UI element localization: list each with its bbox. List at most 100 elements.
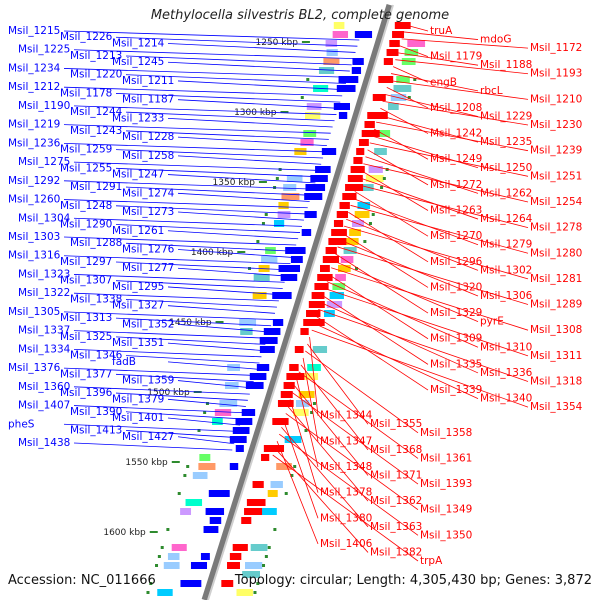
forward-gene-label[interactable]: Msil_1427 bbox=[122, 431, 174, 443]
forward-gene-label[interactable]: Msil_1438 bbox=[18, 437, 70, 449]
forward-gene-label[interactable]: Msil_1352 bbox=[122, 318, 174, 330]
forward-gene-label[interactable]: Msil_1401 bbox=[112, 412, 164, 424]
reverse-gene-label[interactable]: Msil_1262 bbox=[480, 187, 532, 199]
reverse-gene-label[interactable]: Msil_1355 bbox=[370, 418, 422, 430]
forward-gene-label[interactable]: Msil_1234 bbox=[8, 62, 61, 74]
reverse-gene-label[interactable]: Msil_1188 bbox=[480, 59, 532, 71]
reverse-gene-label[interactable]: Msil_1208 bbox=[430, 102, 482, 114]
reverse-gene-label[interactable]: Msil_1349 bbox=[420, 504, 472, 516]
reverse-gene-label[interactable]: Msil_1193 bbox=[530, 68, 582, 80]
reverse-gene-label[interactable]: Msil_1393 bbox=[420, 478, 472, 490]
forward-gene-label[interactable]: Msil_1303 bbox=[8, 231, 60, 243]
forward-gene-label[interactable]: Msil_1244 bbox=[70, 106, 123, 118]
reverse-gene-label[interactable]: Msil_1371 bbox=[370, 470, 422, 482]
forward-gene-label[interactable]: Msil_1226 bbox=[60, 31, 113, 43]
forward-gene-label[interactable]: Msil_1323 bbox=[18, 268, 70, 280]
forward-gene-label[interactable]: Msil_1213 bbox=[70, 50, 122, 62]
forward-gene-label[interactable]: Msil_1407 bbox=[18, 400, 70, 412]
forward-gene-label[interactable]: Msil_1396 bbox=[60, 387, 113, 399]
reverse-gene-label[interactable]: Msil_1380 bbox=[320, 512, 372, 524]
forward-gene-label[interactable]: Msil_1228 bbox=[122, 131, 174, 143]
forward-gene-label[interactable]: Msil_1307 bbox=[60, 275, 112, 287]
reverse-gene-label[interactable]: Msil_1279 bbox=[480, 239, 532, 251]
reverse-gene-label[interactable]: Msil_1311 bbox=[530, 350, 582, 362]
forward-gene-label[interactable]: Msil_1316 bbox=[8, 250, 61, 262]
reverse-gene-label[interactable]: Msil_1354 bbox=[530, 401, 583, 413]
reverse-gene-label[interactable]: Msil_1339 bbox=[430, 384, 482, 396]
forward-gene-label[interactable]: Msil_1276 bbox=[122, 243, 175, 255]
forward-gene-label[interactable]: Msil_1275 bbox=[18, 156, 70, 168]
reverse-gene-label[interactable]: Msil_1263 bbox=[430, 205, 482, 217]
reverse-gene-label[interactable]: Msil_1251 bbox=[530, 170, 582, 182]
forward-gene-label[interactable]: Msil_1292 bbox=[8, 175, 60, 187]
reverse-gene-label[interactable]: Msil_1368 bbox=[370, 444, 422, 456]
forward-gene-label[interactable]: Msil_1258 bbox=[122, 150, 174, 162]
forward-gene-label[interactable]: Msil_1225 bbox=[18, 44, 70, 56]
reverse-gene-label[interactable]: rbcL bbox=[480, 85, 503, 97]
reverse-gene-label[interactable]: Msil_1235 bbox=[480, 136, 532, 148]
reverse-gene-label[interactable]: Msil_1302 bbox=[480, 264, 532, 276]
reverse-gene-label[interactable]: Msil_1335 bbox=[430, 358, 482, 370]
forward-gene-label[interactable]: Msil_1214 bbox=[112, 37, 165, 49]
forward-gene-label[interactable]: Msil_1259 bbox=[60, 144, 112, 156]
forward-gene-label[interactable]: Msil_1413 bbox=[70, 425, 122, 437]
forward-gene-label[interactable]: Msil_1187 bbox=[122, 94, 174, 106]
reverse-gene-label[interactable]: Msil_1264 bbox=[480, 213, 533, 225]
reverse-gene-label[interactable]: Msil_1309 bbox=[430, 333, 482, 345]
reverse-gene-label[interactable]: Msil_1358 bbox=[420, 427, 472, 439]
forward-gene-label[interactable]: Msil_1327 bbox=[112, 300, 164, 312]
forward-gene-label[interactable]: Msil_1305 bbox=[8, 306, 60, 318]
reverse-gene-label[interactable]: Msil_1281 bbox=[530, 273, 582, 285]
reverse-gene-label[interactable]: trpA bbox=[420, 555, 443, 567]
reverse-gene-label[interactable]: Msil_1318 bbox=[530, 375, 582, 387]
forward-gene-label[interactable]: Msil_1346 bbox=[70, 350, 123, 362]
forward-gene-label[interactable]: Msil_1304 bbox=[18, 212, 71, 224]
forward-gene-label[interactable]: Msil_1337 bbox=[18, 325, 70, 337]
forward-gene-label[interactable]: Msil_1260 bbox=[8, 194, 60, 206]
reverse-gene-label[interactable]: Msil_1229 bbox=[480, 110, 532, 122]
reverse-gene-label[interactable]: Msil_1254 bbox=[530, 196, 583, 208]
reverse-gene-label[interactable]: Msil_1249 bbox=[430, 153, 482, 165]
reverse-gene-label[interactable]: Msil_1250 bbox=[480, 162, 532, 174]
forward-gene-label[interactable]: Msil_1377 bbox=[60, 368, 112, 380]
forward-gene-label[interactable]: Msil_1376 bbox=[8, 362, 61, 374]
forward-gene-label[interactable]: Msil_1390 bbox=[70, 406, 122, 418]
reverse-gene-label[interactable]: Msil_1172 bbox=[530, 42, 582, 54]
forward-gene-label[interactable]: Msil_1190 bbox=[18, 100, 70, 112]
forward-gene-label[interactable]: Msil_1248 bbox=[60, 200, 112, 212]
reverse-gene-label[interactable]: Msil_1348 bbox=[320, 461, 372, 473]
forward-gene-label[interactable]: Msil_1211 bbox=[122, 75, 174, 87]
reverse-gene-label[interactable]: Msil_1310 bbox=[480, 341, 532, 353]
reverse-gene-label[interactable]: Msil_1363 bbox=[370, 521, 422, 533]
forward-gene-label[interactable]: Msil_1291 bbox=[70, 181, 122, 193]
forward-gene-label[interactable]: Msil_1277 bbox=[122, 262, 174, 274]
forward-gene-label[interactable]: Msil_1220 bbox=[70, 69, 122, 81]
reverse-gene-label[interactable]: Msil_1340 bbox=[480, 393, 532, 405]
forward-gene-label[interactable]: Msil_1288 bbox=[70, 237, 122, 249]
reverse-gene-label[interactable]: Msil_1179 bbox=[430, 51, 482, 63]
forward-gene-label[interactable]: Msil_1334 bbox=[18, 343, 71, 355]
reverse-gene-label[interactable]: Msil_1382 bbox=[370, 546, 422, 558]
reverse-gene-label[interactable]: Msil_1336 bbox=[480, 367, 533, 379]
reverse-gene-label[interactable]: Msil_1270 bbox=[430, 230, 482, 242]
forward-gene-label[interactable]: Msil_1295 bbox=[112, 281, 164, 293]
forward-gene-label[interactable]: Msil_1178 bbox=[60, 87, 112, 99]
forward-gene-label[interactable]: Msil_1245 bbox=[112, 56, 164, 68]
forward-gene-label[interactable]: Msil_1247 bbox=[112, 169, 164, 181]
reverse-gene-label[interactable]: mdoG bbox=[480, 34, 511, 46]
reverse-gene-label[interactable]: Msil_1406 bbox=[320, 538, 373, 550]
forward-gene-label[interactable]: Msil_1212 bbox=[8, 81, 60, 93]
forward-gene-label[interactable]: Msil_1359 bbox=[122, 375, 174, 387]
reverse-gene-label[interactable]: Msil_1362 bbox=[370, 495, 422, 507]
reverse-gene-label[interactable]: Msil_1289 bbox=[530, 299, 582, 311]
forward-gene-label[interactable]: Msil_1233 bbox=[112, 112, 164, 124]
forward-gene-label[interactable]: Msil_1325 bbox=[60, 331, 112, 343]
forward-gene-label[interactable]: Msil_1243 bbox=[70, 125, 122, 137]
forward-gene-label[interactable]: Msil_1351 bbox=[112, 337, 164, 349]
reverse-gene-label[interactable]: truA bbox=[430, 25, 453, 37]
forward-gene-label[interactable]: Msil_1297 bbox=[60, 256, 112, 268]
forward-gene-label[interactable]: Msil_1379 bbox=[112, 393, 164, 405]
forward-gene-label[interactable]: Msil_1215 bbox=[8, 25, 60, 37]
forward-gene-label[interactable]: fadB bbox=[112, 356, 136, 368]
reverse-gene-label[interactable]: Msil_1239 bbox=[530, 145, 582, 157]
